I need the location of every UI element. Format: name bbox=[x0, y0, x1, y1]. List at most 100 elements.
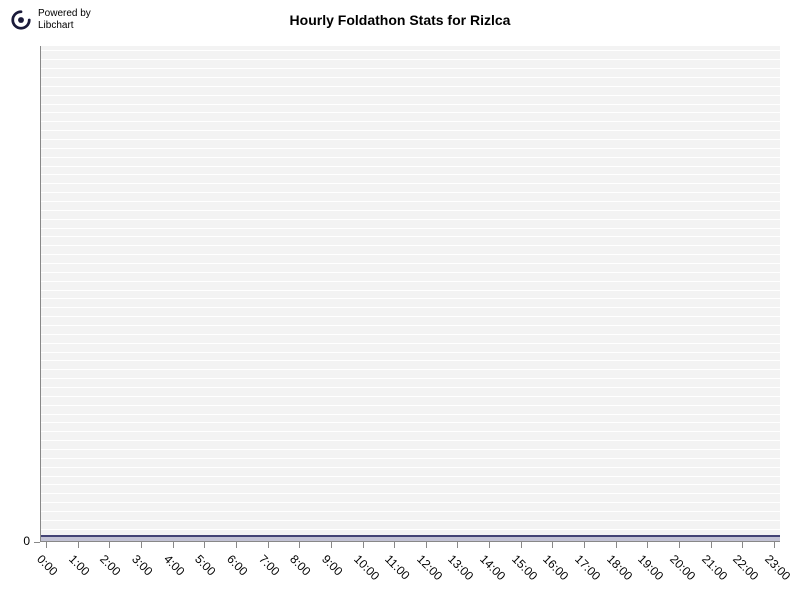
x-tick-label: 14:00 bbox=[477, 552, 508, 583]
gridline bbox=[41, 121, 780, 122]
gridline bbox=[41, 422, 780, 423]
gridline bbox=[41, 77, 780, 78]
gridline bbox=[41, 245, 780, 246]
gridline bbox=[41, 511, 780, 512]
y-tick-label: 0 bbox=[0, 534, 30, 548]
x-tick-label: 11:00 bbox=[382, 552, 413, 583]
chart-title: Hourly Foldathon Stats for Rizlca bbox=[0, 12, 800, 28]
x-tick-label: 10:00 bbox=[351, 552, 382, 583]
gridline bbox=[41, 378, 780, 379]
gridline bbox=[41, 263, 780, 264]
x-tick-label: 19:00 bbox=[635, 552, 666, 583]
x-tick-label: 23:00 bbox=[762, 552, 793, 583]
gridline bbox=[41, 281, 780, 282]
gridline bbox=[41, 254, 780, 255]
gridline bbox=[41, 192, 780, 193]
gridline bbox=[41, 166, 780, 167]
x-tick-label: 1:00 bbox=[66, 552, 92, 578]
gridline bbox=[41, 334, 780, 335]
x-tick bbox=[78, 542, 79, 548]
gridline bbox=[41, 219, 780, 220]
gridline bbox=[41, 210, 780, 211]
gridline bbox=[41, 86, 780, 87]
gridline bbox=[41, 369, 780, 370]
gridline bbox=[41, 414, 780, 415]
x-tick bbox=[616, 542, 617, 548]
gridline bbox=[41, 290, 780, 291]
x-tick-label: 17:00 bbox=[572, 552, 603, 583]
x-tick bbox=[521, 542, 522, 548]
x-tick bbox=[584, 542, 585, 548]
x-tick-label: 9:00 bbox=[319, 552, 345, 578]
x-tick-label: 5:00 bbox=[192, 552, 218, 578]
x-tick bbox=[457, 542, 458, 548]
x-tick-label: 8:00 bbox=[287, 552, 313, 578]
x-tick-label: 20:00 bbox=[667, 552, 698, 583]
x-tick bbox=[426, 542, 427, 548]
gridline bbox=[41, 396, 780, 397]
gridline bbox=[41, 325, 780, 326]
gridline bbox=[41, 183, 780, 184]
gridline bbox=[41, 343, 780, 344]
series-baseline bbox=[41, 535, 780, 541]
x-tick-label: 6:00 bbox=[224, 552, 250, 578]
gridline bbox=[41, 236, 780, 237]
gridline bbox=[41, 130, 780, 131]
chart-container: Powered by Libchart Hourly Foldathon Sta… bbox=[0, 0, 800, 600]
x-tick-label: 13:00 bbox=[446, 552, 477, 583]
x-tick-label: 12:00 bbox=[414, 552, 445, 583]
x-tick bbox=[173, 542, 174, 548]
gridline bbox=[41, 112, 780, 113]
x-tick bbox=[236, 542, 237, 548]
gridline bbox=[41, 467, 780, 468]
gridline bbox=[41, 352, 780, 353]
gridline bbox=[41, 476, 780, 477]
gridline bbox=[41, 68, 780, 69]
x-tick bbox=[141, 542, 142, 548]
gridline bbox=[41, 95, 780, 96]
x-tick bbox=[489, 542, 490, 548]
gridline bbox=[41, 431, 780, 432]
gridline bbox=[41, 484, 780, 485]
x-tick bbox=[711, 542, 712, 548]
x-tick bbox=[299, 542, 300, 548]
x-tick bbox=[394, 542, 395, 548]
x-tick-label: 21:00 bbox=[699, 552, 730, 583]
gridline bbox=[41, 148, 780, 149]
x-tick bbox=[552, 542, 553, 548]
gridline bbox=[41, 316, 780, 317]
gridline bbox=[41, 529, 780, 530]
gridline bbox=[41, 174, 780, 175]
gridline bbox=[41, 201, 780, 202]
gridline bbox=[41, 502, 780, 503]
gridline bbox=[41, 228, 780, 229]
gridline bbox=[41, 449, 780, 450]
plot-wrap bbox=[40, 46, 780, 542]
x-tick bbox=[742, 542, 743, 548]
gridline bbox=[41, 360, 780, 361]
x-tick bbox=[109, 542, 110, 548]
x-tick bbox=[204, 542, 205, 548]
x-tick-label: 2:00 bbox=[97, 552, 123, 578]
plot-area bbox=[40, 46, 780, 542]
x-tick bbox=[774, 542, 775, 548]
x-tick bbox=[46, 542, 47, 548]
gridline bbox=[41, 157, 780, 158]
gridline bbox=[41, 272, 780, 273]
gridline bbox=[41, 307, 780, 308]
series-line bbox=[41, 535, 780, 537]
gridline bbox=[41, 59, 780, 60]
x-tick bbox=[679, 542, 680, 548]
gridline bbox=[41, 440, 780, 441]
x-tick-label: 18:00 bbox=[604, 552, 635, 583]
y-tick bbox=[34, 542, 40, 543]
x-tick bbox=[647, 542, 648, 548]
gridline bbox=[41, 298, 780, 299]
x-tick-label: 15:00 bbox=[509, 552, 540, 583]
x-tick-label: 3:00 bbox=[129, 552, 155, 578]
gridline bbox=[41, 104, 780, 105]
gridline bbox=[41, 50, 780, 51]
gridline bbox=[41, 493, 780, 494]
x-tick-label: 4:00 bbox=[161, 552, 187, 578]
x-tick bbox=[268, 542, 269, 548]
